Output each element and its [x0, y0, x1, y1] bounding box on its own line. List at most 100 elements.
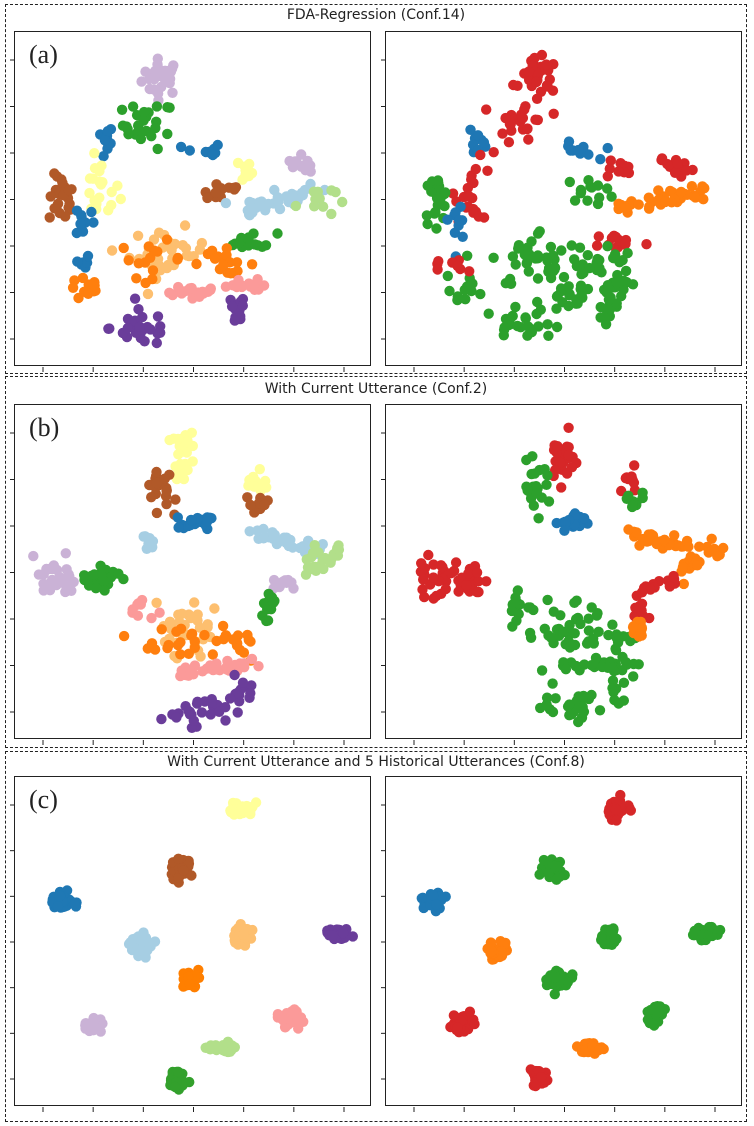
scatter-point — [243, 232, 254, 243]
scatter-point — [566, 240, 577, 251]
scatter-point — [106, 245, 118, 256]
scatter-point — [199, 629, 210, 641]
scatter-point — [186, 870, 197, 881]
scatter-point — [171, 712, 182, 723]
scatter-point — [463, 568, 474, 579]
scatter-point — [631, 527, 642, 538]
cluster-paired_blue — [416, 887, 451, 917]
scatter-point — [173, 853, 184, 864]
scatter-point — [505, 278, 517, 289]
scatter-point — [238, 647, 250, 658]
scatter-panel-c-right — [381, 776, 742, 1112]
scatter-point — [205, 709, 216, 720]
cluster-red — [437, 557, 492, 598]
scatter-point — [151, 507, 163, 519]
scatter-point — [206, 697, 217, 708]
scatter-point — [182, 464, 193, 476]
scatter-point — [44, 212, 55, 223]
cluster-red — [432, 255, 475, 277]
scatter-point — [172, 433, 184, 445]
scatter-point — [462, 182, 473, 194]
cluster-orange — [571, 1038, 609, 1059]
scatter-point — [609, 249, 621, 260]
scatter-point — [712, 551, 723, 562]
scatter-point — [541, 479, 552, 490]
cluster-brown — [144, 466, 181, 520]
scatter-point — [151, 337, 162, 349]
scatter-point — [703, 931, 714, 942]
scatter-point — [602, 662, 614, 673]
cluster-blue — [551, 508, 593, 536]
scatter-point — [620, 238, 631, 250]
scatter-point — [183, 705, 194, 717]
scatter-point — [273, 536, 285, 547]
scatter-point — [118, 242, 129, 254]
cluster-purple — [322, 924, 358, 945]
cluster-lightgreen — [200, 1036, 240, 1058]
scatter-point — [332, 543, 343, 554]
scatter-point — [82, 250, 94, 262]
scatter-point — [173, 522, 184, 533]
scatter-point — [602, 183, 613, 194]
section-b-title: With Current Utterance (Conf.2) — [264, 381, 488, 397]
scatter-point — [68, 576, 79, 588]
scatter-point — [550, 972, 561, 983]
scatter-point — [243, 209, 255, 220]
cluster-orange — [613, 181, 710, 218]
scatter-point — [664, 581, 675, 592]
scatter-point — [99, 585, 110, 596]
scatter-point — [154, 607, 165, 618]
scatter-point — [536, 49, 548, 61]
scatter-point — [246, 680, 257, 691]
scatter-point — [507, 251, 519, 262]
scatter-point — [296, 149, 307, 160]
scatter-point — [184, 145, 195, 156]
scatter-point — [191, 258, 202, 270]
scatter-point — [629, 460, 640, 471]
cluster-green — [506, 585, 534, 620]
scatter-point — [637, 492, 648, 504]
scatter-point — [188, 251, 199, 262]
scatter-point — [591, 610, 602, 621]
scatter-point — [422, 218, 433, 230]
scatter-point — [136, 594, 148, 606]
scatter-point — [194, 289, 205, 300]
scatter-point — [558, 271, 570, 283]
cluster-brown — [166, 853, 197, 888]
cluster-green — [442, 270, 486, 306]
scatter-point — [570, 660, 581, 672]
scatter-point — [146, 612, 157, 624]
scatter-point — [563, 449, 574, 461]
cluster-pink — [127, 594, 165, 624]
scatter-point — [172, 252, 184, 264]
scatter-point — [422, 180, 433, 191]
scatter-point — [613, 698, 624, 709]
scatter-point — [623, 490, 634, 501]
scatter-point — [140, 277, 151, 289]
scatter-point — [437, 561, 448, 573]
scatter-point — [665, 185, 676, 197]
cluster-lightpurple — [28, 548, 79, 598]
cluster-pink — [272, 1004, 309, 1034]
scatter-point — [419, 591, 430, 603]
scatter-point — [510, 301, 521, 313]
cluster-purple — [156, 694, 243, 733]
scatter-point — [195, 651, 206, 662]
scatter-point — [533, 513, 544, 524]
scatter-point — [49, 203, 60, 214]
scatter-point — [146, 492, 157, 503]
scatter-point — [541, 692, 553, 703]
scatter-point — [254, 464, 265, 475]
scatter-point — [517, 112, 529, 124]
scatter-point — [238, 929, 249, 940]
scatter-point — [98, 151, 109, 162]
scatter-point — [90, 285, 101, 296]
cluster-orange — [482, 936, 512, 965]
scatter-point — [579, 513, 590, 524]
scatter-point — [531, 76, 542, 88]
scatter-point — [63, 185, 75, 196]
scatter-point — [218, 259, 229, 271]
scatter-point — [464, 266, 475, 277]
scatter-point — [103, 323, 114, 334]
scatter-point — [89, 569, 100, 580]
